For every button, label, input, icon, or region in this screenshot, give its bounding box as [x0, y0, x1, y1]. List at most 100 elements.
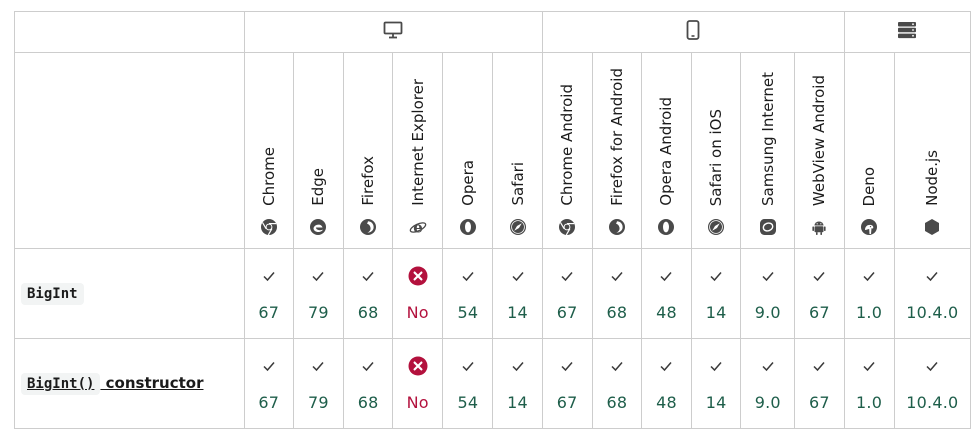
support-cell-edge[interactable]: 79 [292, 338, 345, 429]
support-cell-firefox-for-android[interactable]: 68 [591, 338, 642, 429]
support-cell-deno[interactable]: 1.0 [843, 248, 895, 339]
support-cell-opera[interactable]: 54 [442, 338, 494, 429]
feature-name-cell: BigInt() constructor [14, 338, 245, 429]
checkmark-icon [659, 355, 673, 377]
version-label: No [406, 303, 429, 322]
ie-icon: e [409, 218, 427, 237]
support-cell-webview-android[interactable]: 67 [794, 248, 845, 339]
version-label: 67 [556, 303, 578, 322]
support-cell-chrome[interactable]: 67 [243, 338, 294, 429]
checkmark-icon [560, 265, 574, 287]
feature-link-bigint-constructor[interactable]: BigInt() constructor [21, 372, 203, 395]
version-label: 48 [656, 393, 677, 412]
browser-header-internet-explorer: Internet Explorer e [392, 52, 444, 249]
browser-name: Opera Android [657, 97, 676, 206]
corner-cell [14, 11, 245, 53]
version-label: 79 [308, 303, 329, 322]
support-cell-internet-explorer[interactable]: No [392, 248, 444, 339]
support-cell-opera[interactable]: 54 [442, 248, 494, 339]
support-cell-chrome-android[interactable]: 67 [541, 248, 593, 339]
samsung-icon [759, 218, 777, 236]
browser-header-chrome: Chrome [243, 52, 294, 249]
checkmark-icon [610, 355, 624, 377]
browser-name: Node.js [923, 150, 942, 206]
version-label: 79 [308, 393, 329, 412]
checkmark-icon [812, 355, 826, 377]
platform-group-0 [243, 11, 543, 53]
checkmark-icon [659, 265, 673, 287]
support-cell-samsung-internet[interactable]: 9.0 [740, 248, 796, 339]
version-label: 67 [258, 393, 280, 412]
support-cell-chrome-android[interactable]: 67 [541, 338, 593, 429]
version-label: 54 [457, 393, 479, 412]
checkmark-icon [361, 355, 375, 377]
support-cell-firefox[interactable]: 68 [343, 248, 394, 339]
support-cell-opera-android[interactable]: 48 [640, 248, 693, 339]
checkmark-icon [311, 355, 325, 377]
browser-header-samsung-internet: Samsung Internet [740, 52, 796, 249]
checkmark-icon [862, 265, 876, 287]
checkmark-icon [761, 355, 775, 377]
support-cell-samsung-internet[interactable]: 9.0 [740, 338, 796, 429]
chrome-icon [260, 218, 278, 236]
browser-header-firefox: Firefox [343, 52, 394, 249]
version-label: 1.0 [856, 393, 883, 412]
version-label: 68 [606, 303, 628, 322]
version-label: 67 [809, 303, 830, 322]
browser-header-node-js: Node.js [893, 52, 972, 249]
opera-icon [459, 218, 477, 236]
support-cell-firefox[interactable]: 68 [343, 338, 394, 429]
version-label: 14 [507, 393, 528, 412]
checkmark-icon [761, 265, 775, 287]
nodejs-icon [923, 218, 941, 236]
platform-group-2 [843, 11, 971, 53]
support-cell-node-js[interactable]: 10.4.0 [893, 338, 972, 429]
platform-group-1 [541, 11, 845, 53]
browser-name: Firefox for Android [607, 68, 626, 206]
edge-icon [309, 218, 327, 236]
browser-header-chrome-android: Chrome Android [541, 52, 593, 249]
support-cell-safari[interactable]: 14 [492, 248, 543, 339]
support-cell-deno[interactable]: 1.0 [843, 338, 895, 429]
support-cell-safari-on-ios[interactable]: 14 [691, 248, 742, 339]
version-label: 48 [656, 303, 677, 322]
browser-name: Firefox [359, 156, 378, 206]
version-label: 9.0 [754, 303, 781, 322]
support-cell-internet-explorer[interactable]: No [392, 338, 444, 429]
version-label: 68 [357, 303, 379, 322]
svg-text:e: e [413, 219, 423, 237]
support-cell-webview-android[interactable]: 67 [794, 338, 845, 429]
browser-name: Internet Explorer [408, 79, 427, 206]
no-support-icon [408, 355, 428, 377]
support-cell-safari[interactable]: 14 [492, 338, 543, 429]
version-label: 67 [809, 393, 830, 412]
browser-header-row: Chrome Edge Firefox Internet Explorer e Opera… [14, 52, 972, 249]
browser-header-opera: Opera [442, 52, 494, 249]
version-label: 67 [556, 393, 578, 412]
support-cell-chrome[interactable]: 67 [243, 248, 294, 339]
checkmark-icon [862, 355, 876, 377]
checkmark-icon [262, 265, 276, 287]
browser-name: Samsung Internet [758, 71, 777, 206]
version-label: 10.4.0 [906, 303, 959, 322]
support-cell-firefox-for-android[interactable]: 68 [591, 248, 642, 339]
checkmark-icon [610, 265, 624, 287]
firefox-icon [608, 218, 626, 236]
version-label: 68 [357, 393, 379, 412]
checkmark-icon [461, 265, 475, 287]
safari-icon [707, 218, 725, 236]
checkmark-icon [560, 355, 574, 377]
support-cell-node-js[interactable]: 10.4.0 [893, 248, 972, 339]
browser-name: Chrome Android [558, 84, 577, 206]
version-label: 54 [457, 303, 479, 322]
server-icon [897, 22, 917, 43]
android-icon [810, 218, 828, 236]
feature-row: BigInt 67 79 68 No 54 14 67 68 48 14 9.0 67 1.0 10.4.0 [14, 248, 972, 339]
support-cell-opera-android[interactable]: 48 [640, 338, 693, 429]
safari-icon [509, 218, 527, 236]
support-cell-safari-on-ios[interactable]: 14 [691, 338, 742, 429]
support-cell-edge[interactable]: 79 [292, 248, 345, 339]
version-label: 14 [705, 303, 727, 322]
browser-header-webview-android: WebView Android [794, 52, 845, 249]
